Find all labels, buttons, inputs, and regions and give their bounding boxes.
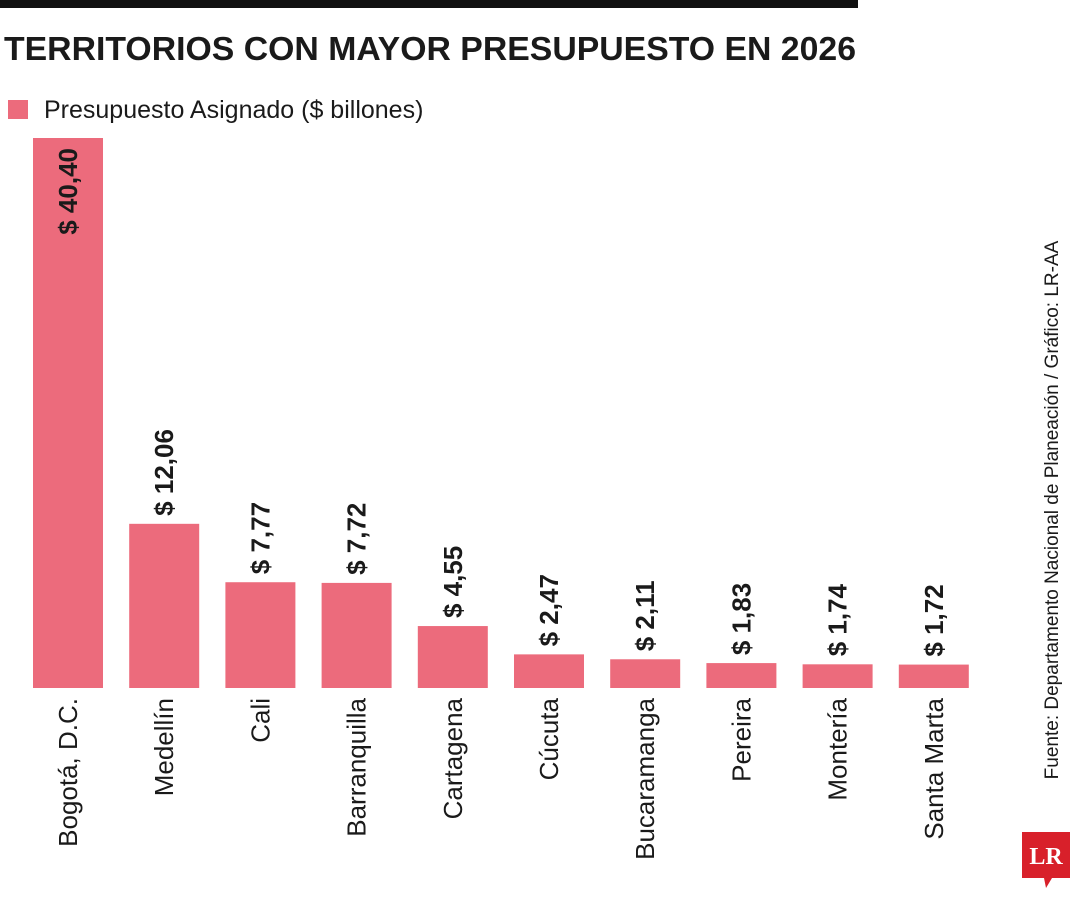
value-label: $ 1,74 <box>823 583 853 656</box>
value-label: $ 12,06 <box>149 429 179 516</box>
x-tick-label: Montería <box>823 697 853 800</box>
value-label: $ 4,55 <box>438 546 468 618</box>
value-label: $ 40,40 <box>53 148 83 235</box>
x-tick-label: Barranquilla <box>342 697 372 836</box>
logo-text: LR <box>1029 844 1063 870</box>
bar <box>610 659 681 688</box>
legend-swatch <box>8 100 28 119</box>
bar <box>514 654 584 688</box>
value-label: $ 1,83 <box>726 583 756 655</box>
value-label: $ 7,77 <box>245 502 275 574</box>
legend-label: Presupuesto Asignado ($ billones) <box>44 96 423 124</box>
bar <box>321 582 392 688</box>
value-label: $ 7,72 <box>342 503 372 575</box>
top-rule <box>0 0 858 8</box>
value-label: $ 1,72 <box>919 584 949 656</box>
x-tick-label: Santa Marta <box>919 697 949 839</box>
source-note: Fuente: Departamento Nacional de Planeac… <box>1042 240 1063 779</box>
bar <box>417 626 488 688</box>
logo-shape <box>1022 832 1070 888</box>
bar <box>33 138 103 688</box>
x-tick-label: Medellín <box>149 698 179 796</box>
bar <box>802 664 873 688</box>
bar <box>225 582 296 688</box>
bar <box>129 523 200 688</box>
value-label: $ 2,11 <box>630 580 660 651</box>
value-label: $ 2,47 <box>534 574 564 646</box>
x-tick-label: Bogotá, D.C. <box>53 698 83 847</box>
chart-title: TERRITORIOS CON MAYOR PRESUPUESTO EN 202… <box>4 30 856 67</box>
x-tick-label: Bucaramanga <box>630 697 660 859</box>
logo: LR <box>1022 832 1070 888</box>
bar <box>706 663 777 688</box>
bar <box>898 664 969 688</box>
x-tick-label: Cali <box>245 698 275 743</box>
x-tick-label: Cúcuta <box>534 697 564 780</box>
x-tick-label: Pereira <box>726 697 756 781</box>
x-tick-label: Cartagena <box>438 697 468 819</box>
